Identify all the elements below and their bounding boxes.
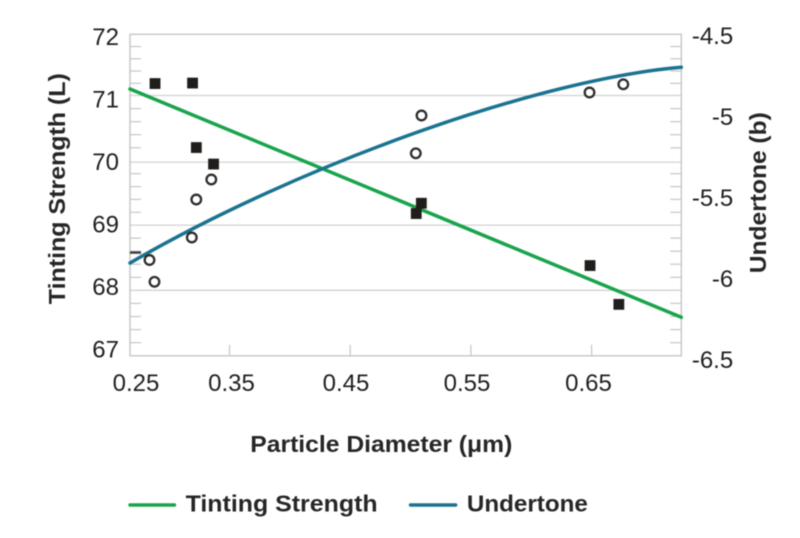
svg-text:-5: -5	[712, 104, 733, 131]
svg-text:Tinting Strength (L): Tinting Strength (L)	[44, 73, 70, 304]
svg-text:0.25: 0.25	[113, 370, 160, 397]
svg-text:Undertone: Undertone	[467, 491, 588, 517]
svg-text:68: 68	[92, 274, 119, 301]
svg-text:Particle Diameter (μm): Particle Diameter (μm)	[250, 431, 512, 457]
svg-text:0.35: 0.35	[208, 370, 255, 397]
svg-text:71: 71	[92, 87, 119, 114]
svg-text:0.45: 0.45	[323, 370, 370, 397]
svg-text:0.65: 0.65	[565, 370, 612, 397]
svg-text:Tinting Strength: Tinting Strength	[186, 491, 378, 517]
svg-text:-6.5: -6.5	[692, 347, 733, 374]
svg-text:0.55: 0.55	[444, 370, 491, 397]
svg-text:70: 70	[92, 149, 119, 176]
svg-text:-6: -6	[712, 266, 733, 293]
svg-text:-4.5: -4.5	[692, 23, 733, 50]
svg-text:67: 67	[92, 337, 119, 364]
svg-text:-5.5: -5.5	[692, 185, 733, 212]
svg-text:69: 69	[92, 212, 119, 239]
svg-text:72: 72	[92, 24, 119, 51]
svg-text:Undertone (b): Undertone (b)	[745, 112, 771, 273]
